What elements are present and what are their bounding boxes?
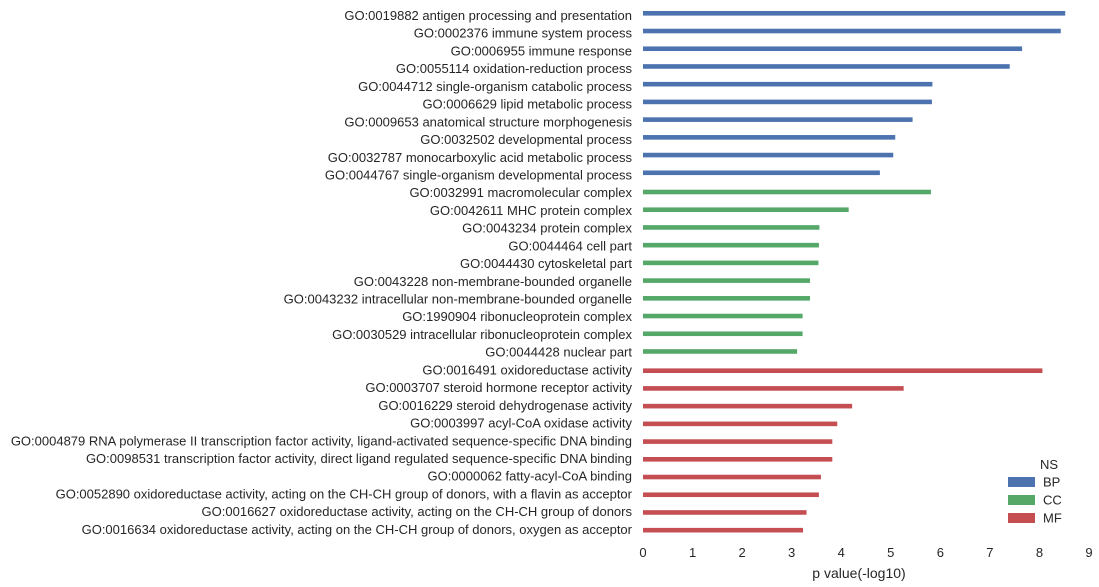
bar-20 xyxy=(643,349,798,354)
x-tick-label: 9 xyxy=(1085,545,1092,560)
bar-19 xyxy=(643,331,803,337)
category-label: GO:0030529 intracellular ribonucleoprote… xyxy=(332,327,632,342)
x-tick-label: 0 xyxy=(639,545,646,560)
legend-swatch-cc xyxy=(1008,495,1035,505)
bar-3 xyxy=(643,46,1023,52)
category-label: GO:0044464 cell part xyxy=(508,238,632,253)
legend: NS BP CC MF xyxy=(1008,457,1062,526)
bar-1 xyxy=(643,11,1066,16)
bars-layer xyxy=(643,11,1066,533)
x-axis-ticks: 0 1 2 3 4 5 6 7 8 9 xyxy=(639,545,1092,560)
bar-21 xyxy=(643,368,1043,373)
category-label: GO:0003707 steroid hormone receptor acti… xyxy=(365,380,632,395)
bar-23 xyxy=(643,403,853,409)
legend-swatch-mf xyxy=(1008,513,1035,523)
bar-24 xyxy=(643,421,838,427)
bar-18 xyxy=(643,313,803,319)
category-label: GO:0003997 acyl-CoA oxidase activity xyxy=(410,416,632,431)
x-tick-label: 1 xyxy=(689,545,696,560)
category-label: GO:0032787 monocarboxylic acid metabolic… xyxy=(328,150,633,165)
x-axis-title: p value(-log10) xyxy=(812,565,905,581)
bar-28 xyxy=(643,492,819,498)
category-label: GO:0044712 single-organism catabolic pro… xyxy=(358,79,632,94)
x-tick-label: 5 xyxy=(887,545,894,560)
bar-8 xyxy=(643,135,896,140)
bar-29 xyxy=(643,510,807,515)
category-label: GO:0016634 oxidoreductase activity, acti… xyxy=(82,522,633,537)
category-label: GO:0016491 oxidoreductase activity xyxy=(422,362,632,377)
bar-17 xyxy=(643,296,811,301)
bar-13 xyxy=(643,225,820,230)
x-tick-label: 2 xyxy=(738,545,745,560)
x-tick-label: 7 xyxy=(986,545,993,560)
category-label: GO:0043234 protein complex xyxy=(462,221,632,236)
category-label: GO:0019882 antigen processing and presen… xyxy=(344,8,632,23)
bar-14 xyxy=(643,242,819,248)
bar-27 xyxy=(643,474,821,480)
category-label: GO:0098531 transcription factor activity… xyxy=(86,451,632,466)
bar-15 xyxy=(643,260,819,266)
category-label: GO:0055114 oxidation-reduction process xyxy=(396,61,633,76)
bar-2 xyxy=(643,28,1061,34)
legend-label-mf: MF xyxy=(1043,511,1062,526)
category-label: GO:0016627 oxidoreductase activity, acti… xyxy=(202,504,633,519)
bar-16 xyxy=(643,278,811,283)
category-label: GO:0042611 MHC protein complex xyxy=(430,203,633,218)
legend-entries: BP CC MF xyxy=(1008,475,1062,526)
category-label: GO:0000062 fatty-acyl-CoA binding xyxy=(427,469,632,484)
category-label: GO:0032991 macromolecular complex xyxy=(409,185,632,200)
category-label: GO:0044428 nuclear part xyxy=(485,345,632,360)
bar-9 xyxy=(643,152,894,158)
category-labels: GO:0019882 antigen processing and presen… xyxy=(11,8,633,537)
legend-label-cc: CC xyxy=(1043,493,1062,508)
category-label: GO:0032502 developmental process xyxy=(420,132,632,147)
x-tick-label: 3 xyxy=(788,545,795,560)
bar-5 xyxy=(643,81,933,87)
bar-7 xyxy=(643,117,913,122)
bar-10 xyxy=(643,170,880,176)
legend-title: NS xyxy=(1040,457,1058,472)
bar-12 xyxy=(643,207,849,213)
bar-30 xyxy=(643,527,804,533)
bar-6 xyxy=(643,99,932,105)
category-label: GO:0004879 RNA polymerase II transcripti… xyxy=(11,433,632,448)
bar-4 xyxy=(643,64,1010,69)
x-tick-label: 8 xyxy=(1036,545,1043,560)
category-label: GO:0006955 immune response xyxy=(451,43,632,58)
category-label: GO:0006629 lipid metabolic process xyxy=(422,97,632,112)
x-tick-label: 4 xyxy=(838,545,845,560)
category-label: GO:0016229 steroid dehydrogenase activit… xyxy=(378,398,632,413)
category-label: GO:0052890 oxidoreductase activity, acti… xyxy=(56,486,633,501)
bar-25 xyxy=(643,439,833,444)
category-label: GO:0002376 immune system process xyxy=(414,26,633,41)
bar-22 xyxy=(643,386,904,391)
bar-26 xyxy=(643,457,833,462)
category-label: GO:0043228 non-membrane-bounded organell… xyxy=(354,274,632,289)
legend-label-bp: BP xyxy=(1043,475,1060,490)
category-label: GO:0044430 cytoskeletal part xyxy=(460,256,632,271)
category-label: GO:0043232 intracellular non-membrane-bo… xyxy=(284,292,632,307)
legend-swatch-bp xyxy=(1008,477,1035,487)
category-label: GO:0009653 anatomical structure morphoge… xyxy=(344,114,632,129)
category-label: GO:1990904 ribonucleoprotein complex xyxy=(402,309,632,324)
bar-11 xyxy=(643,189,931,195)
x-tick-label: 6 xyxy=(937,545,944,560)
category-label: GO:0044767 single-organism developmental… xyxy=(325,167,633,182)
